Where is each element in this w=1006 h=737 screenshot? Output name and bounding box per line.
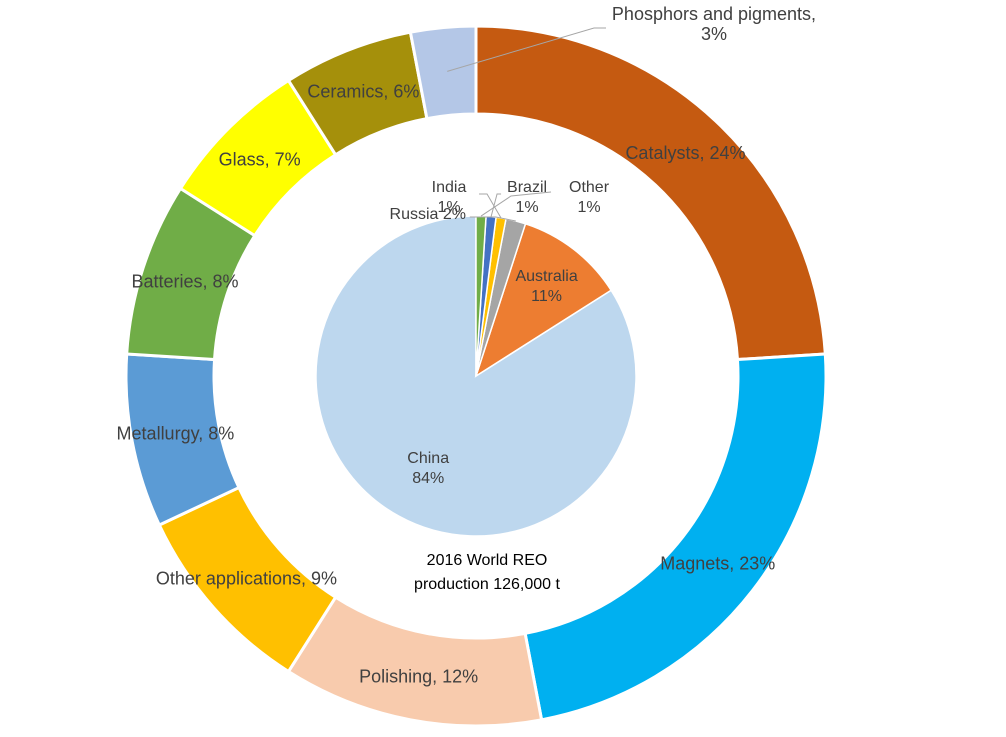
outer-label-catalysts: Catalysts, 24% xyxy=(625,143,745,163)
inner-label-australia: Australia 11% xyxy=(515,268,577,305)
outer-label-phosphors-and-pigments: Phosphors and pigments, 3% xyxy=(612,4,816,44)
leader-russia xyxy=(469,216,516,222)
slice-labels: Catalysts, 24% Magnets, 23% Polishing, 12%… xyxy=(117,4,817,687)
leader-phosphors-and-pigments xyxy=(447,27,606,72)
outer-label-magnets: Magnets, 23% xyxy=(660,554,775,574)
outer-ring xyxy=(124,24,828,728)
inner-pie xyxy=(315,215,637,537)
outer-label-glass: Glass, 7% xyxy=(219,150,301,170)
outer-slice-phosphors-and-pigments xyxy=(408,24,478,121)
center-title-line2: production 126,000 t xyxy=(414,576,560,593)
inner-slice-other xyxy=(475,215,487,377)
outer-label-polishing: Polishing, 12% xyxy=(359,667,478,687)
inner-label-russia: Russia 2% xyxy=(390,206,466,223)
outer-slice-polishing xyxy=(286,595,544,728)
outer-label-metallurgy: Metallurgy, 8% xyxy=(117,423,235,443)
leader-india xyxy=(479,193,502,219)
inner-slice-australia xyxy=(474,222,613,378)
inner-label-china: China 84% xyxy=(407,450,449,487)
outer-label-other-applications: Other applications, 9% xyxy=(156,568,337,588)
outer-label-batteries: Batteries, 8% xyxy=(131,271,238,291)
outer-label-ceramics: Ceramics, 6% xyxy=(307,81,419,101)
inner-label-brazil: Brazil 1% xyxy=(507,179,547,216)
inner-label-other: Other 1% xyxy=(569,179,610,216)
inner-label-india: India 1% xyxy=(432,179,467,216)
leader-brazil xyxy=(490,193,502,217)
leader-other xyxy=(480,191,552,217)
center-title-line1: 2016 World REO xyxy=(427,552,548,569)
